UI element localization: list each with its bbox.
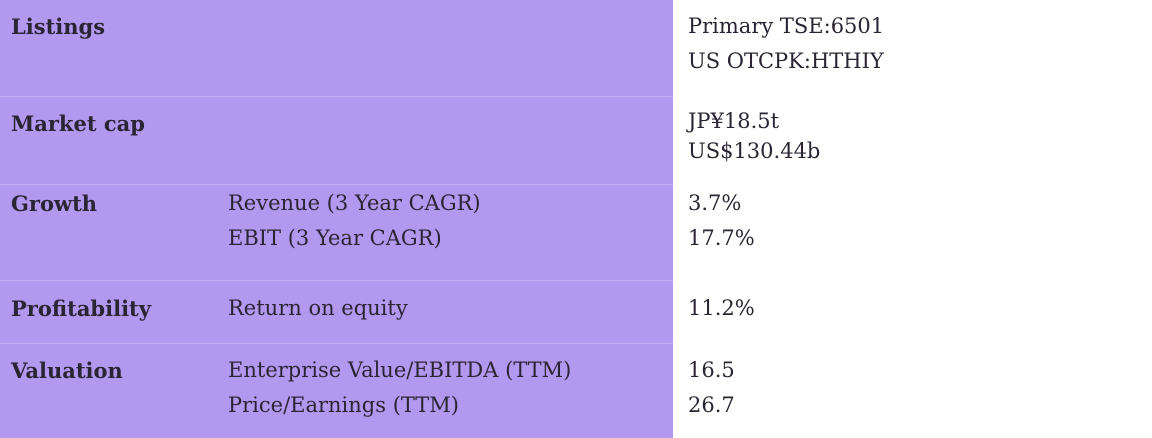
table-row-market-cap: Market cap JP¥18.5t US$130.44b xyxy=(0,97,1152,185)
table-row-growth: Growth Revenue (3 Year CAGR) EBIT (3 Yea… xyxy=(0,185,1152,281)
listing-primary-value: Primary TSE:6501 xyxy=(688,14,885,38)
table-row-valuation: Valuation Enterprise Value/EBITDA (TTM) … xyxy=(0,344,1152,438)
row-divider xyxy=(0,184,673,185)
label-panel xyxy=(0,0,673,438)
valuation-metrics: Enterprise Value/EBITDA (TTM) Price/Earn… xyxy=(228,353,571,423)
row-divider xyxy=(0,280,673,281)
market-cap-jpy-value: JP¥18.5t xyxy=(688,109,780,133)
row-label-market-cap: Market cap xyxy=(11,111,145,136)
row-divider xyxy=(0,96,673,97)
profitability-values: 11.2% xyxy=(688,291,755,326)
ebit-cagr-value: 17.7% xyxy=(688,226,755,250)
growth-values: 3.7% 17.7% xyxy=(688,186,755,256)
return-on-equity-value: 11.2% xyxy=(688,296,755,320)
row-label-growth: Growth xyxy=(11,191,98,216)
profitability-metrics: Return on equity xyxy=(228,291,408,326)
revenue-cagr-value: 3.7% xyxy=(688,191,742,215)
metric-ebit-cagr: EBIT (3 Year CAGR) xyxy=(228,226,442,250)
market-cap-values: JP¥18.5t US$130.44b xyxy=(688,106,820,166)
row-label-valuation: Valuation xyxy=(11,358,123,383)
row-label-profitability: Profitability xyxy=(11,296,151,321)
listings-values: Primary TSE:6501 US OTCPK:HTHIY xyxy=(688,9,884,79)
ev-ebitda-value: 16.5 xyxy=(688,358,735,382)
growth-metrics: Revenue (3 Year CAGR) EBIT (3 Year CAGR) xyxy=(228,186,481,256)
metric-price-earnings: Price/Earnings (TTM) xyxy=(228,393,459,417)
row-label-listings: Listings xyxy=(11,14,106,39)
metric-ev-ebitda: Enterprise Value/EBITDA (TTM) xyxy=(228,358,572,382)
listing-us-value: US OTCPK:HTHIY xyxy=(688,49,884,73)
metric-return-on-equity: Return on equity xyxy=(228,296,408,320)
market-cap-usd-value: US$130.44b xyxy=(688,139,821,163)
valuation-values: 16.5 26.7 xyxy=(688,353,735,423)
table-row-profitability: Profitability Return on equity 11.2% xyxy=(0,281,1152,344)
row-divider xyxy=(0,343,673,344)
metric-revenue-cagr: Revenue (3 Year CAGR) xyxy=(228,191,481,215)
price-earnings-value: 26.7 xyxy=(688,393,735,417)
table-row-listings: Listings Primary TSE:6501 US OTCPK:HTHIY xyxy=(0,8,1152,97)
